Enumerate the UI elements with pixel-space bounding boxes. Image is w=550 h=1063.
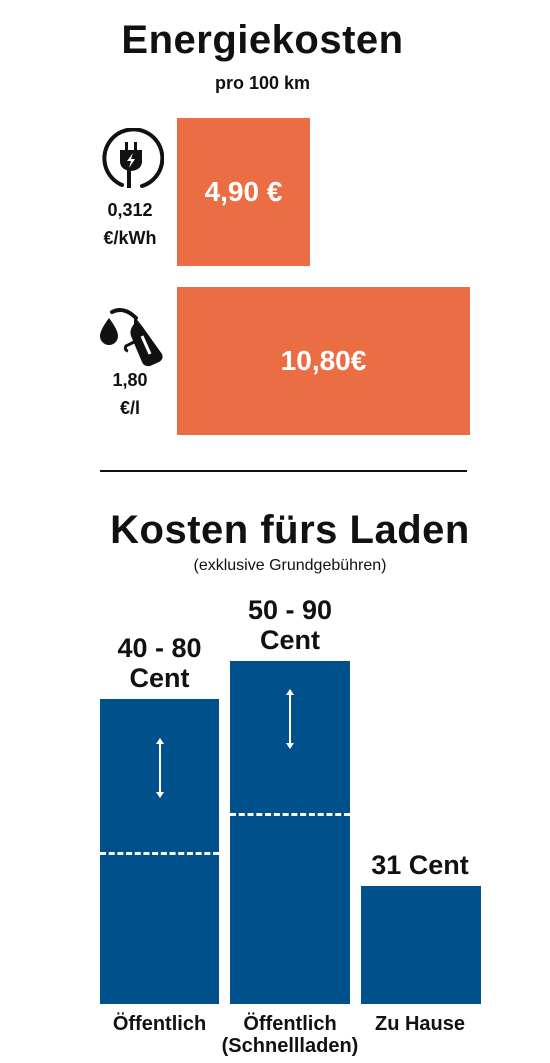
fuel-cost-bar: 10,80€ xyxy=(177,287,470,435)
fuel-rate-value: 1,80 xyxy=(112,370,148,390)
fast-charging-value-range: 50 - 90 xyxy=(247,595,333,625)
charging-title: Kosten fürs Laden xyxy=(110,508,470,552)
electric-cost-label: 4,90 € xyxy=(204,176,283,207)
charging-note: (exklusive Grundgebühren) xyxy=(193,557,387,574)
fast-charging-value-unit: Cent xyxy=(260,625,320,655)
public-value-label: 40 - 80 Cent xyxy=(100,633,219,693)
range-minimum-line xyxy=(100,852,219,855)
category-label-fast-charging-line2: (Schnellladen) xyxy=(221,1035,359,1057)
fast-charging-value-label: 50 - 90 Cent xyxy=(230,595,350,655)
public-charging-bar xyxy=(100,699,219,1004)
electric-rate-unit: €/kWh xyxy=(103,228,157,248)
range-minimum-line xyxy=(230,813,350,816)
electric-rate-value: 0,312 xyxy=(107,200,153,220)
fuel-cost-label: 10,80€ xyxy=(280,345,367,376)
category-label-public: Öffentlich xyxy=(92,1013,227,1035)
home-charging-bar xyxy=(361,886,481,1004)
fast-charging-bar xyxy=(230,661,350,1004)
home-value-text: 31 Cent xyxy=(371,850,469,880)
home-value-label: 31 Cent xyxy=(350,850,490,880)
category-label-public-line: Öffentlich xyxy=(112,1013,207,1035)
public-value-range: 40 - 80 xyxy=(117,633,202,663)
range-arrow-icon xyxy=(155,737,165,799)
fuel-rate-unit: €/l xyxy=(119,398,140,418)
section-divider xyxy=(100,470,467,472)
electric-cost-bar: 4,90 € xyxy=(177,118,310,266)
energy-title: Energiekosten xyxy=(121,18,404,62)
category-label-fast-charging-line1: Öffentlich xyxy=(243,1013,337,1035)
electric-plug-icon xyxy=(98,127,165,194)
fuel-nozzle-icon xyxy=(96,304,168,368)
category-label-fast-charging: Öffentlich (Schnellladen) xyxy=(205,1013,375,1057)
range-arrow-icon xyxy=(285,688,295,750)
public-value-unit: Cent xyxy=(129,663,190,693)
category-label-home-line: Zu Hause xyxy=(374,1013,466,1035)
energy-subtitle: pro 100 km xyxy=(214,73,311,93)
category-label-home: Zu Hause xyxy=(355,1013,485,1035)
